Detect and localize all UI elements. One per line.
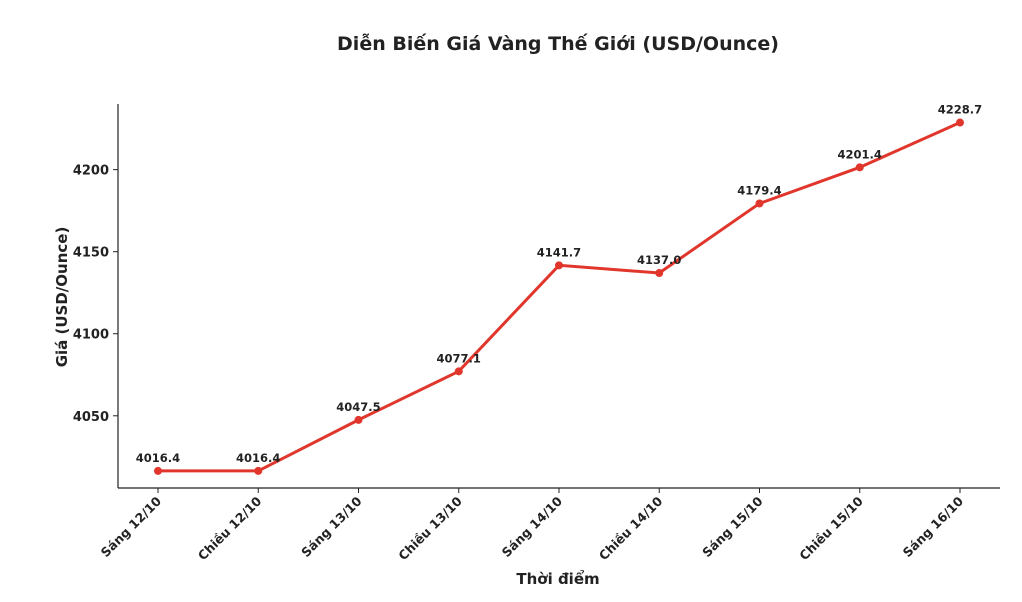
y-tick-label: 4150 (73, 246, 109, 261)
data-label: 4077.1 (437, 351, 481, 365)
data-label: 4228.7 (938, 103, 982, 117)
line (158, 121, 961, 473)
data-label: 4016.4 (236, 451, 280, 465)
point (956, 118, 964, 127)
x-tick-label: Chiều 13/10 (395, 493, 465, 563)
x-tick-label: Chiều 12/10 (195, 493, 265, 563)
data-label: 4179.4 (737, 183, 781, 197)
point (555, 261, 563, 270)
point (254, 466, 263, 475)
y-tick-label: 4100 (73, 328, 109, 343)
x-tick-label: Chiều 14/10 (596, 493, 666, 563)
data-label: 4016.4 (136, 451, 180, 465)
y-tick-label: 4200 (73, 164, 109, 179)
point (755, 199, 764, 208)
y-tick-label: 4050 (73, 410, 109, 425)
data-label: 4047.5 (336, 400, 380, 414)
x-tick-label: Sáng 13/10 (298, 493, 365, 560)
x-axis-title: Thời điểm (516, 569, 599, 588)
y-axis-title: Giá (USD/Ounce) (53, 227, 71, 368)
x-tick-label: Sáng 14/10 (499, 493, 566, 560)
point (154, 466, 162, 475)
point (855, 163, 864, 172)
data-label: 4137.0 (637, 253, 681, 267)
x-tick-label: Sáng 15/10 (699, 493, 766, 560)
data-label: 4201.4 (838, 147, 882, 161)
point (655, 269, 664, 278)
x-tick-label: Chiều 15/10 (796, 493, 866, 563)
x-tick-label: Sáng 16/10 (900, 493, 967, 560)
x-tick-label: Sáng 12/10 (98, 493, 165, 560)
data-label: 4141.7 (537, 245, 581, 259)
chart-title: Diễn Biến Giá Vàng Thế Giới (USD/Ounce) (337, 31, 779, 55)
point (454, 367, 463, 376)
point (354, 415, 363, 424)
